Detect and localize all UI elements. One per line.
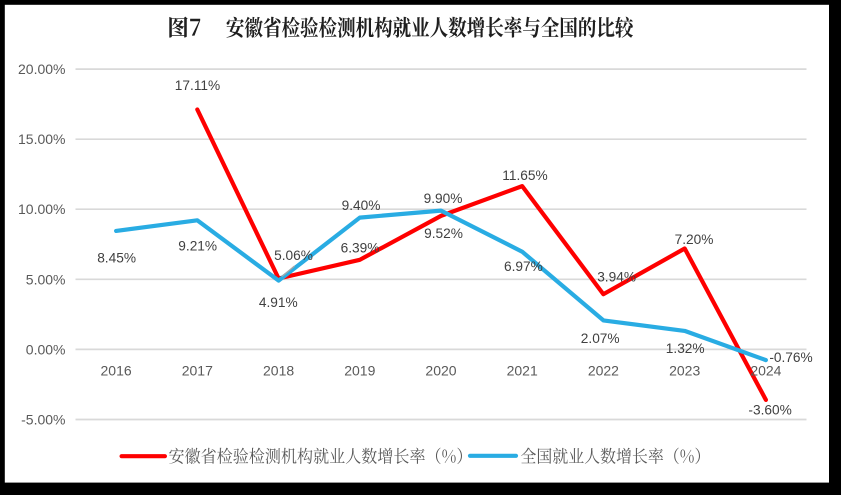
svg-text:-5.00%: -5.00% — [21, 412, 65, 428]
svg-text:2023: 2023 — [669, 363, 700, 379]
svg-text:1.32%: 1.32% — [666, 341, 705, 356]
svg-text:9.52%: 9.52% — [424, 226, 463, 241]
svg-text:-3.60%: -3.60% — [748, 403, 791, 418]
svg-text:7.20%: 7.20% — [675, 232, 714, 247]
svg-text:2024: 2024 — [750, 363, 781, 379]
svg-text:6.97%: 6.97% — [504, 259, 543, 274]
svg-text:2016: 2016 — [101, 363, 132, 379]
svg-text:5.06%: 5.06% — [274, 248, 313, 263]
svg-text:6.39%: 6.39% — [341, 241, 380, 256]
svg-text:17.11%: 17.11% — [175, 78, 220, 93]
svg-text:15.00%: 15.00% — [18, 131, 65, 147]
svg-text:2019: 2019 — [344, 363, 375, 379]
svg-text:5.00%: 5.00% — [26, 271, 66, 287]
svg-text:2020: 2020 — [425, 363, 456, 379]
svg-text:0.00%: 0.00% — [26, 341, 66, 357]
svg-text:10.00%: 10.00% — [18, 201, 65, 217]
svg-text:11.65%: 11.65% — [502, 168, 547, 183]
svg-text:8.45%: 8.45% — [97, 251, 136, 266]
svg-text:9.40%: 9.40% — [342, 198, 381, 213]
svg-text:2018: 2018 — [263, 363, 294, 379]
svg-text:2017: 2017 — [182, 363, 213, 379]
svg-text:-0.76%: -0.76% — [769, 350, 812, 365]
svg-text:9.21%: 9.21% — [178, 238, 217, 253]
svg-text:2.07%: 2.07% — [581, 331, 620, 346]
svg-text:20.00%: 20.00% — [18, 61, 65, 77]
svg-text:4.91%: 4.91% — [259, 295, 298, 310]
svg-text:2021: 2021 — [507, 363, 538, 379]
svg-text:2022: 2022 — [588, 363, 619, 379]
svg-text:3.94%: 3.94% — [597, 270, 636, 285]
svg-text:9.90%: 9.90% — [424, 191, 463, 206]
